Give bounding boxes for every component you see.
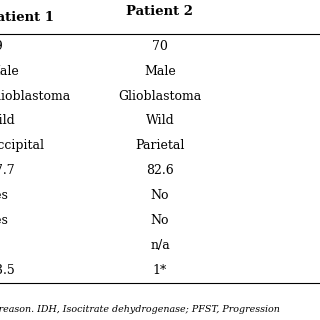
Text: Parietal: Parietal: [135, 140, 185, 152]
Text: Wild: Wild: [146, 115, 174, 127]
Text: Male: Male: [0, 65, 19, 77]
Text: al reason. IDH, Isocitrate dehydrogenase; PFST, Progression: al reason. IDH, Isocitrate dehydrogenase…: [0, 305, 280, 314]
Text: Glioblastoma: Glioblastoma: [118, 90, 202, 102]
Text: 13.5: 13.5: [0, 264, 15, 277]
Text: 59: 59: [0, 40, 3, 52]
Text: No: No: [151, 214, 169, 227]
Text: 37.7: 37.7: [0, 164, 15, 177]
Text: Glioblastoma: Glioblastoma: [0, 90, 70, 102]
Text: Yes: Yes: [0, 214, 8, 227]
Text: 70: 70: [152, 40, 168, 52]
Text: 82.6: 82.6: [146, 164, 174, 177]
Text: No: No: [151, 189, 169, 202]
Text: Occipital: Occipital: [0, 140, 44, 152]
Text: n/a: n/a: [150, 239, 170, 252]
Text: Wild: Wild: [0, 115, 16, 127]
Text: 1*: 1*: [153, 264, 167, 277]
Text: Yes: Yes: [0, 189, 8, 202]
Text: Patient 2: Patient 2: [126, 5, 194, 18]
Text: Male: Male: [144, 65, 176, 77]
Text: Patient 1: Patient 1: [0, 11, 54, 24]
